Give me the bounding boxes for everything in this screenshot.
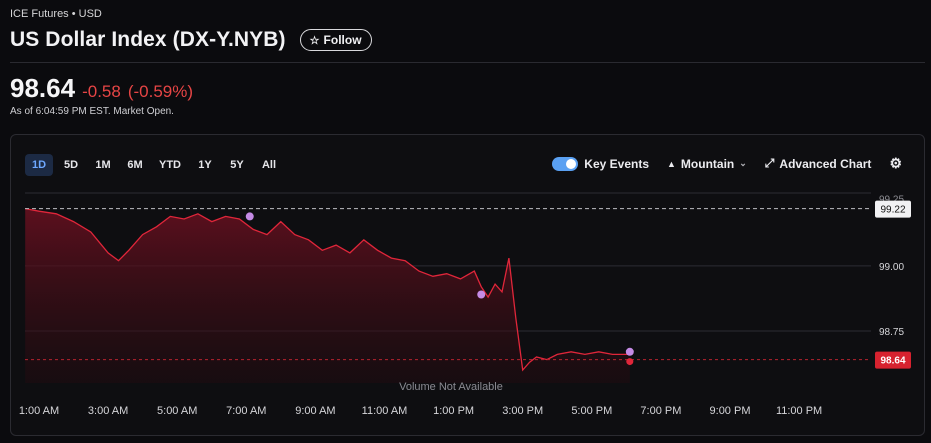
page-title: US Dollar Index (DX-Y.NYB): [10, 28, 286, 51]
range-6m[interactable]: 6M: [127, 159, 143, 171]
current-value-label: 98.64: [880, 356, 905, 367]
star-icon: ☆: [309, 34, 320, 47]
x-tick-label: 1:00 AM: [19, 405, 59, 417]
price-chart[interactable]: Volume Not Available 1:00 AM 3:00 AM 5:00 …: [11, 135, 926, 437]
price-change: -0.58: [82, 82, 121, 101]
range-1d[interactable]: 1D: [25, 154, 53, 176]
gear-icon[interactable]: ⚙: [889, 155, 902, 171]
x-tick-label: 5:00 PM: [571, 405, 612, 417]
chart-type-dropdown[interactable]: ▲ Mountain ⌄: [667, 157, 747, 171]
expand-icon: ⤢: [764, 156, 775, 170]
x-tick-label: 11:00 AM: [362, 405, 408, 417]
title-row: US Dollar Index (DX-Y.NYB) ☆ Follow: [10, 28, 372, 52]
chart-panel: 1D 5D 1M 6M YTD 1Y 5Y All Key Events ▲ Mountain…: [10, 134, 925, 436]
follow-button[interactable]: ☆ Follow: [299, 29, 372, 51]
y-tick-label: 99.00: [879, 262, 904, 273]
key-event-marker[interactable]: [625, 347, 634, 356]
x-tick-label: 7:00 PM: [640, 405, 681, 417]
range-ytd[interactable]: YTD: [159, 159, 181, 171]
exchange-label: ICE Futures • USD: [10, 8, 102, 20]
key-events-toggle[interactable]: Key Events: [552, 156, 649, 171]
key-event-marker[interactable]: [245, 212, 254, 221]
x-tick-label: 7:00 AM: [226, 405, 266, 417]
x-tick-label: 1:00 PM: [433, 405, 474, 417]
header-divider: [10, 62, 925, 63]
advanced-chart-button[interactable]: ⤢ Advanced Chart: [765, 156, 872, 171]
range-all[interactable]: All: [261, 159, 277, 171]
current-point-marker: [626, 358, 634, 366]
y-tick-label: 98.75: [879, 327, 904, 338]
price-row: 98.64 -0.58 (-0.59%): [10, 73, 193, 104]
advanced-chart-label: Advanced Chart: [779, 156, 872, 171]
current-price: 98.64: [10, 73, 76, 103]
price-area: [25, 208, 630, 383]
previous-close-badge: [875, 200, 911, 218]
chart-controls: Key Events ▲ Mountain ⌄ ⤢ Advanced Chart…: [552, 155, 902, 172]
range-5d[interactable]: 5D: [63, 159, 79, 171]
range-5y[interactable]: 5Y: [230, 159, 244, 171]
mountain-icon: ▲: [667, 158, 676, 169]
x-tick-label: 9:00 PM: [710, 405, 751, 417]
volume-not-available-label: Volume Not Available: [399, 381, 503, 393]
follow-label: Follow: [323, 33, 362, 47]
x-tick-label: 11:00 PM: [776, 405, 822, 417]
y-tick-label-partial: 99.25: [879, 195, 904, 206]
chart-type-label: Mountain: [680, 156, 735, 171]
x-tick-label: 5:00 AM: [157, 405, 197, 417]
toggle-icon: [552, 156, 579, 171]
range-1m[interactable]: 1M: [95, 159, 111, 171]
price-change-percent: (-0.59%): [127, 82, 194, 101]
chevron-down-icon: ⌄: [739, 158, 747, 168]
as-of-timestamp: As of 6:04:59 PM EST. Market Open.: [10, 106, 174, 117]
range-selector: 1D 5D 1M 6M YTD 1Y 5Y All: [25, 154, 283, 176]
key-events-label: Key Events: [584, 156, 649, 171]
x-tick-label: 3:00 AM: [88, 405, 128, 417]
range-1y[interactable]: 1Y: [198, 159, 212, 171]
x-tick-label: 3:00 PM: [502, 405, 543, 417]
current-value-badge: [875, 351, 911, 369]
previous-close-label: 99.22: [880, 205, 905, 216]
price-line: [25, 207, 630, 372]
key-event-marker[interactable]: [477, 290, 486, 299]
x-tick-label: 9:00 AM: [295, 405, 335, 417]
